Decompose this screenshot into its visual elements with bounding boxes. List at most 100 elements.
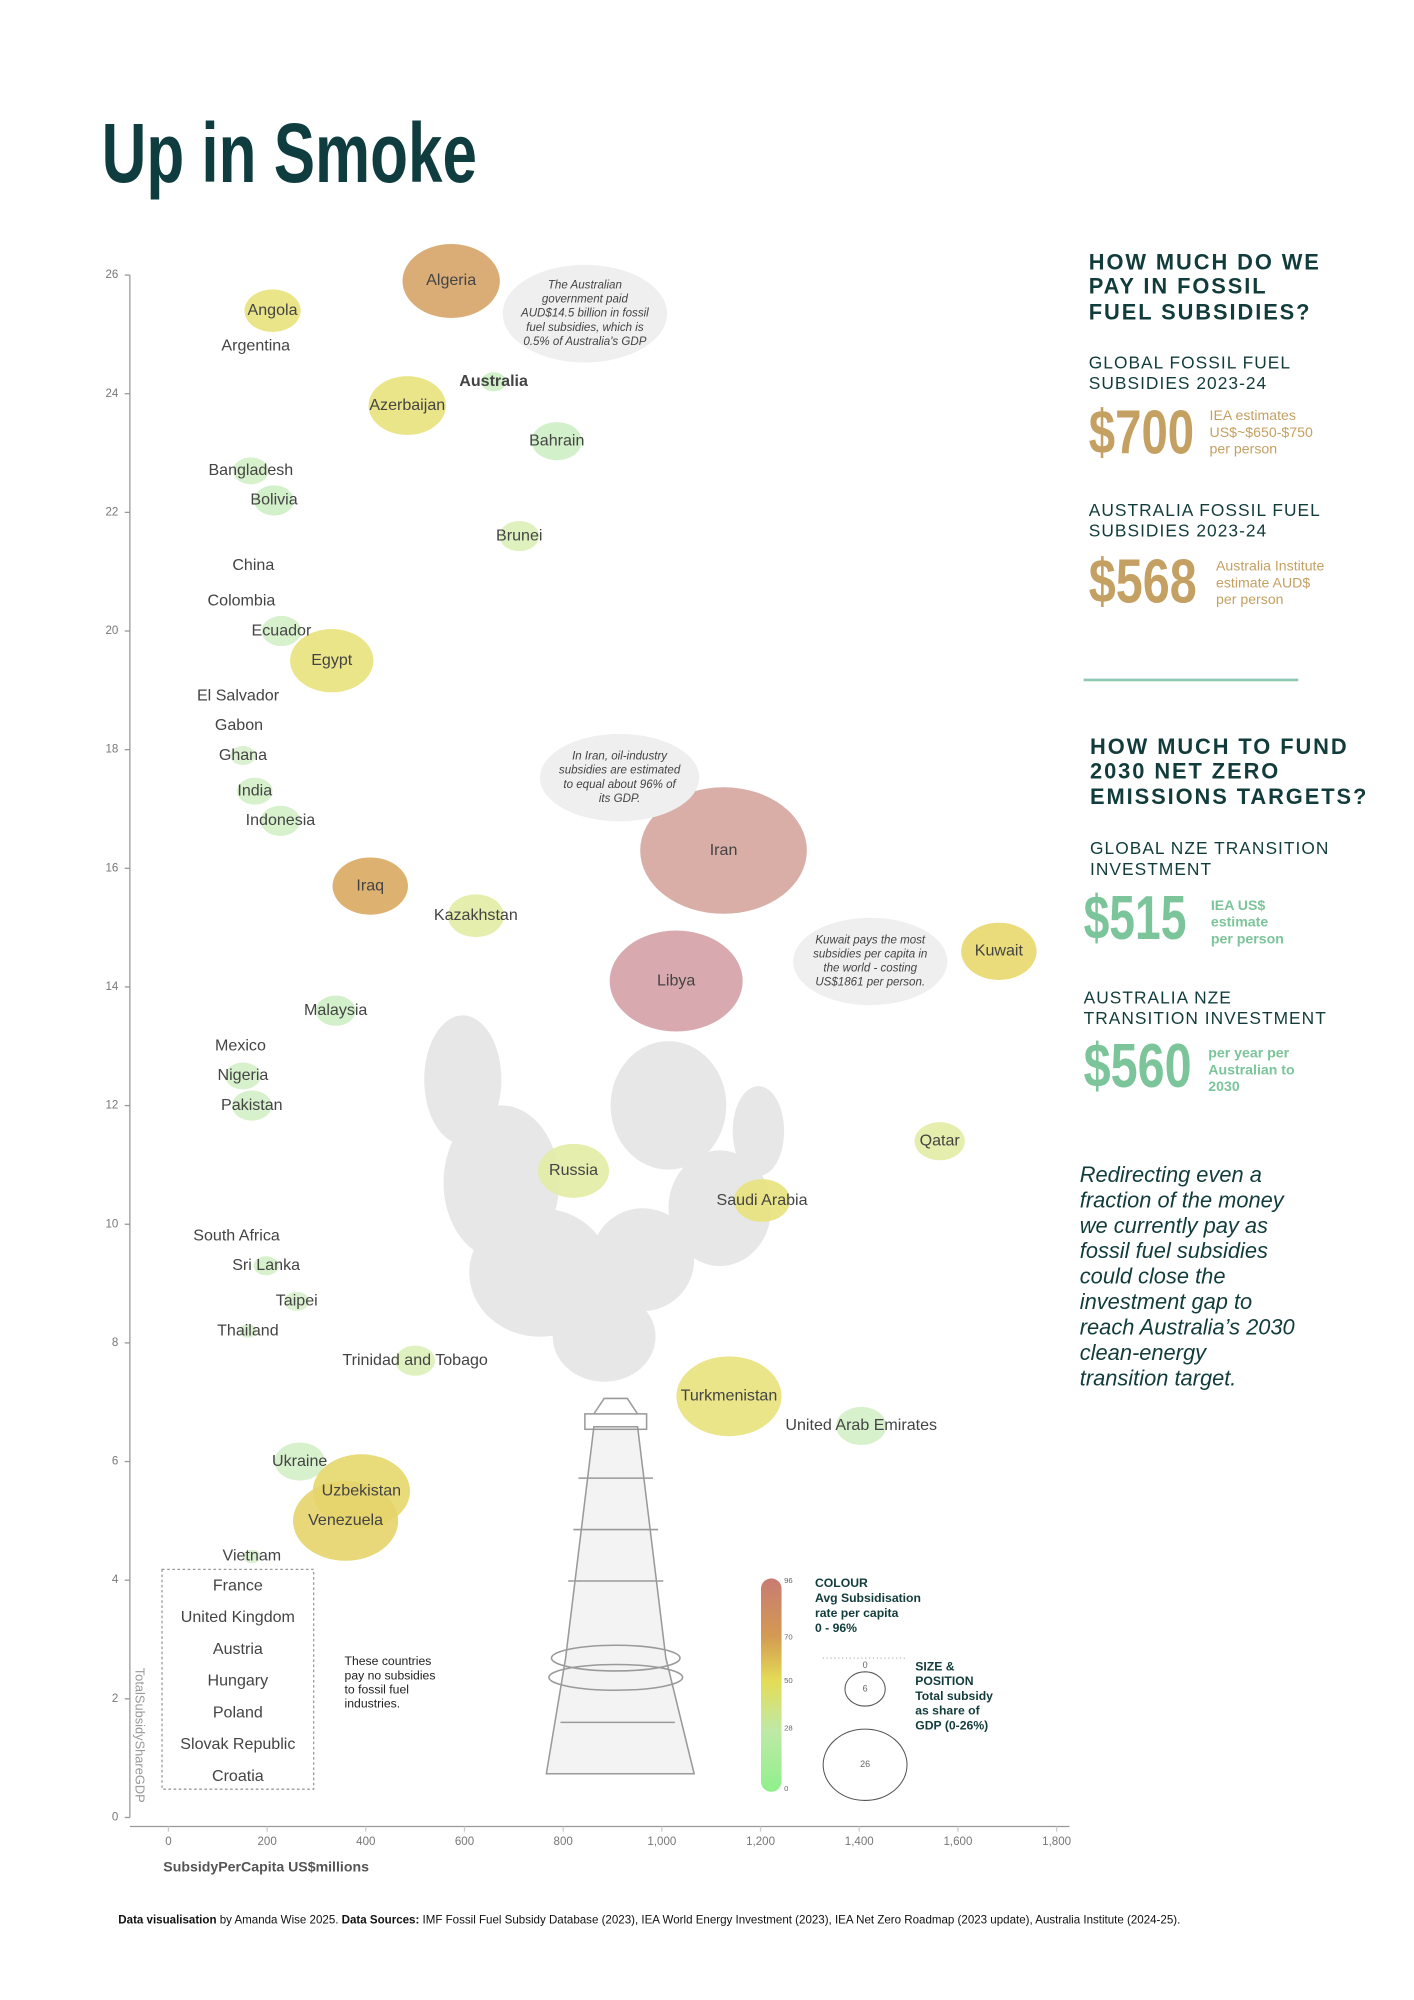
y-tick-label: 8 xyxy=(112,1337,118,1349)
country-label: Azerbaijan xyxy=(369,396,445,414)
color-tick-label: 0 xyxy=(784,1784,788,1793)
stat-label: GLOBAL NZE TRANSITION xyxy=(1090,838,1329,858)
country-label: Bahrain xyxy=(529,431,584,449)
country-label: Nigeria xyxy=(218,1066,269,1084)
country-label: Algeria xyxy=(426,271,476,289)
country-label: United Kingdom xyxy=(181,1608,295,1626)
y-tick-label: 6 xyxy=(112,1456,118,1468)
y-tick-label: 2 xyxy=(112,1693,118,1705)
country-blob xyxy=(961,922,1037,980)
annotation-text: In Iran, oil-industry xyxy=(572,750,668,762)
annotation-text: US$1861 per person. xyxy=(815,977,925,989)
country-label: Kazakhstan xyxy=(434,906,518,924)
country-blob xyxy=(368,376,446,435)
country-label: Brunei xyxy=(496,526,542,544)
stat-label: TRANSITION INVESTMENT xyxy=(1084,1008,1327,1028)
country-blob xyxy=(230,746,256,766)
annotation-text: its GDP. xyxy=(599,793,640,805)
stat-note: US$~$650-$750 xyxy=(1210,424,1313,440)
legend-title: COLOUR xyxy=(815,1576,868,1590)
country-blob xyxy=(253,1256,279,1276)
stat-note: estimate AUD$ xyxy=(1216,574,1310,590)
x-tick-label: 400 xyxy=(356,1836,375,1848)
quote-line: we currently pay as xyxy=(1080,1213,1268,1238)
country-label: Australia xyxy=(459,372,529,390)
legend-title: Total subsidy xyxy=(915,1689,993,1703)
footer: Data visualisation by Amanda Wise 2025. … xyxy=(118,1914,1180,1926)
quote-line: investment gap to xyxy=(1080,1289,1252,1314)
country-label: Russia xyxy=(549,1161,598,1179)
size-legend-blob xyxy=(822,1728,908,1801)
country-label: United Arab Emirates xyxy=(785,1416,937,1434)
country-blob xyxy=(481,372,507,392)
footer-part: Data Sources: xyxy=(342,1914,420,1926)
x-tick-label: 1,000 xyxy=(647,1836,676,1848)
country-blob xyxy=(242,1549,261,1564)
country-label: India xyxy=(237,781,272,799)
smoke-illustration xyxy=(424,1015,785,1382)
country-blob xyxy=(315,995,356,1026)
country-label: Austria xyxy=(213,1640,263,1658)
heading: HOW MUCH DO WE xyxy=(1089,249,1321,274)
country-label: Libya xyxy=(657,971,695,989)
heading: EMISSIONS TARGETS? xyxy=(1090,784,1368,809)
country-blob xyxy=(225,1062,261,1090)
x-tick-label: 800 xyxy=(554,1836,573,1848)
annotation-text: 0.5% of Australia's GDP xyxy=(523,336,646,348)
y-tick-label: 26 xyxy=(105,269,118,281)
quote-line: transition target. xyxy=(1080,1365,1237,1390)
country-blob xyxy=(332,857,408,915)
chimney-illustration xyxy=(545,1397,696,1775)
country-label: Pakistan xyxy=(221,1096,283,1114)
no-subsidy-note: industries. xyxy=(345,1697,401,1711)
x-tick-label: 1,800 xyxy=(1042,1836,1071,1848)
country-label: Venezuela xyxy=(308,1511,383,1529)
stat-note: per person xyxy=(1210,441,1278,457)
stat-value: $515 xyxy=(1084,884,1187,953)
stat-note: per person xyxy=(1216,591,1284,607)
heading: FUEL SUBSIDIES? xyxy=(1089,299,1312,324)
x-tick-label: 1,200 xyxy=(746,1836,775,1848)
country-blob xyxy=(609,930,743,1032)
country-label: El Salvador xyxy=(197,687,280,705)
y-tick-label: 4 xyxy=(112,1574,119,1586)
stat-label: SUBSIDIES 2023-24 xyxy=(1089,521,1267,541)
no-subsidy-note: to fossil fuel xyxy=(345,1682,409,1696)
country-blob xyxy=(395,1345,436,1376)
country-label: Uzbekistan xyxy=(322,1481,401,1499)
x-axis-label: SubsidyPerCapita US$millions xyxy=(163,1858,369,1874)
country-blob xyxy=(238,1324,257,1338)
stat-note: IEA US$ xyxy=(1211,897,1266,913)
color-tick-label: 70 xyxy=(784,1632,793,1641)
annotation-text: government paid xyxy=(542,294,629,306)
annotation-text: to equal about 96% of xyxy=(563,779,677,791)
country-blob xyxy=(274,1442,325,1481)
country-blob xyxy=(914,1122,965,1161)
color-tick-label: 50 xyxy=(784,1676,793,1685)
country-blob xyxy=(836,1406,887,1446)
stat-note: Australia Institute xyxy=(1216,558,1324,574)
stat-value: $560 xyxy=(1084,1032,1192,1101)
country-blob xyxy=(237,777,273,805)
country-label: Ecuador xyxy=(252,621,312,639)
sidebar: HOW MUCH DO WE PAY IN FOSSIL FUEL SUBSID… xyxy=(1080,249,1368,1390)
country-label: Taipei xyxy=(276,1292,318,1310)
country-blob xyxy=(538,1143,610,1198)
footer-part: IMF Fossil Fuel Subsidy Database (2023),… xyxy=(419,1914,1180,1926)
country-label: Egypt xyxy=(311,651,353,669)
country-label: France xyxy=(213,1576,263,1594)
country-label: Iraq xyxy=(356,876,384,894)
country-label: Ghana xyxy=(219,746,267,764)
country-blob xyxy=(499,521,540,552)
country-label: Qatar xyxy=(920,1131,961,1149)
y-axis-label: TotalSubsidyShareGDP xyxy=(132,1668,147,1803)
country-blob xyxy=(233,457,269,485)
country-label: Slovak Republic xyxy=(180,1735,295,1753)
y-tick-label: 18 xyxy=(105,744,118,756)
x-tick-label: 1,400 xyxy=(845,1836,874,1848)
y-tick-label: 16 xyxy=(105,862,118,874)
country-label: Sri Lanka xyxy=(232,1256,300,1274)
stat-note: per person xyxy=(1211,930,1284,946)
stat-note: estimate xyxy=(1211,914,1268,930)
country-blob xyxy=(290,629,374,693)
